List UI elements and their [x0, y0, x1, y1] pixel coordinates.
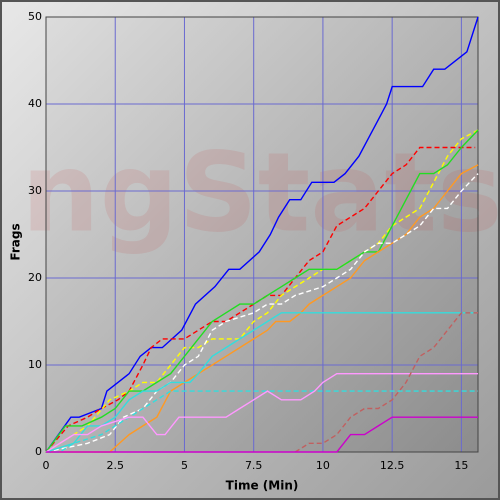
series-line	[45, 146, 476, 453]
y-tick-label: 50	[28, 10, 42, 23]
x-tick-label: 2.5	[106, 459, 124, 472]
series-line	[45, 16, 479, 453]
series-line	[46, 164, 479, 453]
y-tick-label: 10	[28, 358, 42, 371]
series-line	[46, 416, 478, 453]
x-tick-label: 10	[316, 459, 330, 472]
x-tick-label: 5	[181, 459, 188, 472]
x-tick-label: 7.5	[245, 459, 263, 472]
watermark: ngStats	[21, 128, 500, 256]
x-tick-label: 12.5	[380, 459, 405, 472]
series-line	[45, 173, 479, 453]
series-line	[294, 312, 478, 453]
x-axis-label: Time (Min)	[226, 479, 299, 493]
series-line	[45, 373, 478, 453]
series-line	[46, 390, 478, 453]
series-line	[45, 312, 478, 453]
series-line	[45, 129, 479, 453]
y-tick-label: 20	[28, 271, 42, 284]
y-axis-label: Frags	[9, 223, 23, 260]
y-tick-label: 30	[28, 184, 42, 197]
x-tick-label: 0	[43, 459, 50, 472]
series-line	[45, 129, 479, 453]
y-tick-label: 0	[35, 445, 42, 458]
y-tick-label: 40	[28, 97, 42, 110]
x-tick-label: 15	[454, 459, 468, 472]
